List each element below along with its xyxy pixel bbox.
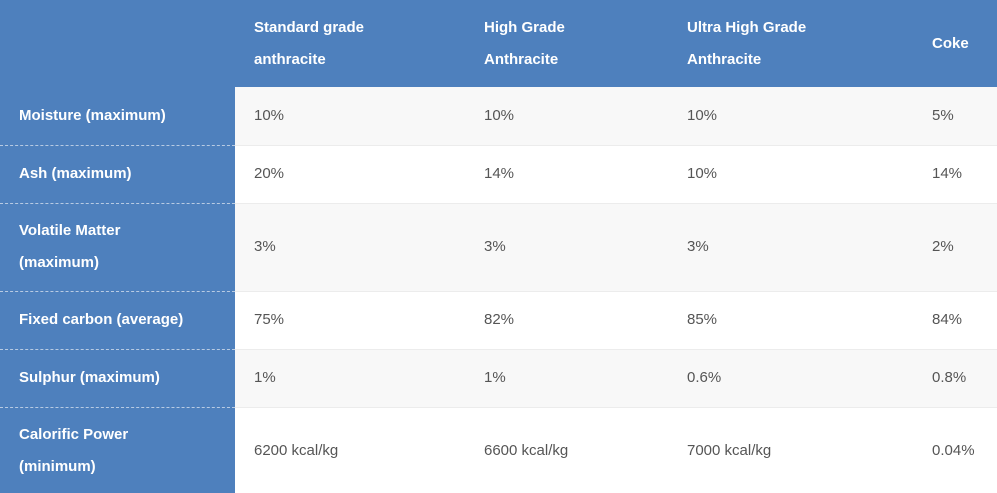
table-body: Moisture (maximum) 10% 10% 10% 5% Ash (maximu… [0, 87, 997, 493]
column-header: Ultra High Grade Anthracite [668, 0, 913, 87]
cell-text: 1% [254, 369, 276, 386]
cell-text: 6600 kcal/kg [484, 442, 569, 460]
column-header-text: Standard grade anthracite [254, 18, 365, 68]
row-header-text: Calorific Power (minimum) [19, 426, 129, 476]
column-header-text: Ultra High Grade Anthracite [687, 18, 807, 68]
row-header-text: Fixed carbon (average) [19, 311, 184, 328]
row-header: Calorific Power (minimum) [0, 406, 235, 493]
cell-text: 14% [484, 165, 515, 182]
table-cell: 10% [668, 144, 913, 203]
row-header: Volatile Matter (maximum) [0, 202, 235, 291]
table-cell: 6600 kcal/kg [465, 406, 668, 493]
table-cell: 5% [913, 87, 997, 145]
table-cell: 1% [465, 348, 668, 407]
cell-text: 75% [254, 311, 285, 328]
cell-text: 10% [687, 165, 718, 182]
column-header: Standard grade anthracite [235, 0, 465, 87]
cell-text: 14% [932, 165, 963, 182]
table-cell: 0.04% [913, 406, 997, 493]
cell-text: 82% [484, 311, 515, 328]
table-cell: 85% [668, 290, 913, 349]
table-cell: 1% [235, 348, 465, 407]
table-cell: 3% [465, 202, 668, 291]
row-header-text: Volatile Matter (maximum) [19, 222, 121, 271]
column-header-text: Coke [932, 34, 969, 52]
table-cell: 14% [913, 144, 997, 203]
cell-text: 3% [254, 238, 276, 255]
row-header-text: Ash (maximum) [19, 165, 132, 182]
table-cell: 10% [668, 87, 913, 145]
table-row: Volatile Matter (maximum) 3% 3% 3% 2% [0, 202, 997, 291]
column-header: High Grade Anthracite [465, 0, 668, 87]
column-header: Coke [913, 0, 997, 87]
row-header-text: Sulphur (maximum) [19, 369, 160, 386]
table-row: Fixed carbon (average) 75% 82% 85% 84% [0, 290, 997, 349]
row-header-text: Moisture (maximum) [19, 106, 166, 124]
table-cell: 7000 kcal/kg [668, 406, 913, 493]
row-header: Fixed carbon (average) [0, 290, 235, 349]
table-row: Moisture (maximum) 10% 10% 10% 5% [0, 87, 997, 145]
table-cell: 84% [913, 290, 997, 349]
table-header: Standard grade anthracite High Grade Anth… [0, 0, 997, 87]
cell-text: 5% [932, 106, 954, 124]
cell-text: 10% [687, 106, 718, 124]
table-cell: 82% [465, 290, 668, 349]
corner-cell [0, 0, 235, 87]
table-row: Ash (maximum) 20% 14% 10% 14% [0, 144, 997, 203]
row-header: Sulphur (maximum) [0, 348, 235, 407]
table-cell: 75% [235, 290, 465, 349]
cell-text: 84% [932, 311, 963, 328]
table-cell: 10% [235, 87, 465, 145]
table-row: Calorific Power (minimum) 6200 kcal/kg 660… [0, 406, 997, 493]
cell-text: 20% [254, 165, 285, 182]
cell-text: 3% [484, 238, 506, 255]
table-cell: 10% [465, 87, 668, 145]
header-row: Standard grade anthracite High Grade Anth… [0, 0, 997, 87]
cell-text: 1% [484, 369, 506, 386]
cell-text: 85% [687, 311, 718, 328]
row-header: Ash (maximum) [0, 144, 235, 203]
table-cell: 0.8% [913, 348, 997, 407]
table-cell: 3% [668, 202, 913, 291]
cell-text: 10% [484, 106, 515, 124]
table-cell: 14% [465, 144, 668, 203]
cell-text: 10% [254, 106, 285, 124]
cell-text: 0.6% [687, 369, 722, 386]
cell-text: 6200 kcal/kg [254, 442, 339, 460]
table-cell: 2% [913, 202, 997, 291]
column-header-text: High Grade Anthracite [484, 18, 565, 68]
cell-text: 0.04% [932, 442, 975, 460]
table-cell: 20% [235, 144, 465, 203]
cell-text: 0.8% [932, 369, 967, 386]
cell-text: 7000 kcal/kg [687, 442, 772, 460]
row-header: Moisture (maximum) [0, 87, 235, 145]
cell-text: 2% [932, 238, 954, 255]
cell-text: 3% [687, 238, 709, 255]
table-cell: 0.6% [668, 348, 913, 407]
table-cell: 6200 kcal/kg [235, 406, 465, 493]
table-row: Sulphur (maximum) 1% 1% 0.6% 0.8% [0, 348, 997, 407]
table-cell: 3% [235, 202, 465, 291]
